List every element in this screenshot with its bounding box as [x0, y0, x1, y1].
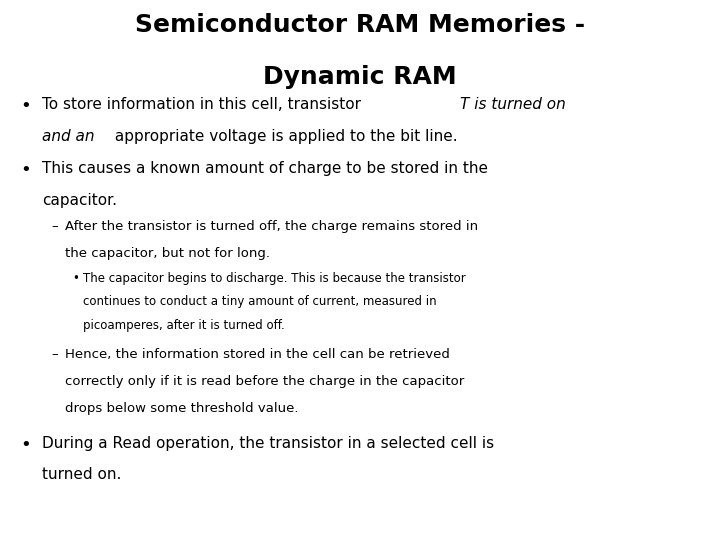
Text: After the transistor is turned off, the charge remains stored in: After the transistor is turned off, the …	[65, 220, 478, 233]
Text: This causes a known amount of charge to be stored in the: This causes a known amount of charge to …	[42, 161, 487, 177]
Text: picoamperes, after it is turned off.: picoamperes, after it is turned off.	[83, 319, 284, 332]
Text: Semiconductor RAM Memories -: Semiconductor RAM Memories -	[135, 14, 585, 37]
Text: •: •	[20, 97, 31, 115]
Text: drops below some threshold value.: drops below some threshold value.	[65, 402, 298, 415]
Text: The capacitor begins to discharge. This is because the transistor: The capacitor begins to discharge. This …	[83, 272, 466, 285]
Text: •: •	[72, 272, 79, 285]
Text: T is turned on: T is turned on	[459, 97, 565, 112]
Text: –: –	[52, 220, 58, 233]
Text: appropriate voltage is applied to the bit line.: appropriate voltage is applied to the bi…	[109, 129, 457, 144]
Text: •: •	[20, 436, 31, 454]
Text: To store information in this cell, transistor: To store information in this cell, trans…	[42, 97, 366, 112]
Text: continues to conduct a tiny amount of current, measured in: continues to conduct a tiny amount of cu…	[83, 295, 436, 308]
Text: and an: and an	[42, 129, 94, 144]
Text: turned on.: turned on.	[42, 467, 121, 482]
Text: Dynamic RAM: Dynamic RAM	[264, 65, 456, 89]
Text: •: •	[20, 161, 31, 179]
Text: correctly only if it is read before the charge in the capacitor: correctly only if it is read before the …	[65, 375, 464, 388]
Text: capacitor.: capacitor.	[42, 193, 117, 208]
Text: –: –	[52, 348, 58, 361]
Text: Hence, the information stored in the cell can be retrieved: Hence, the information stored in the cel…	[65, 348, 450, 361]
Text: During a Read operation, the transistor in a selected cell is: During a Read operation, the transistor …	[42, 436, 494, 451]
Text: the capacitor, but not for long.: the capacitor, but not for long.	[65, 247, 270, 260]
